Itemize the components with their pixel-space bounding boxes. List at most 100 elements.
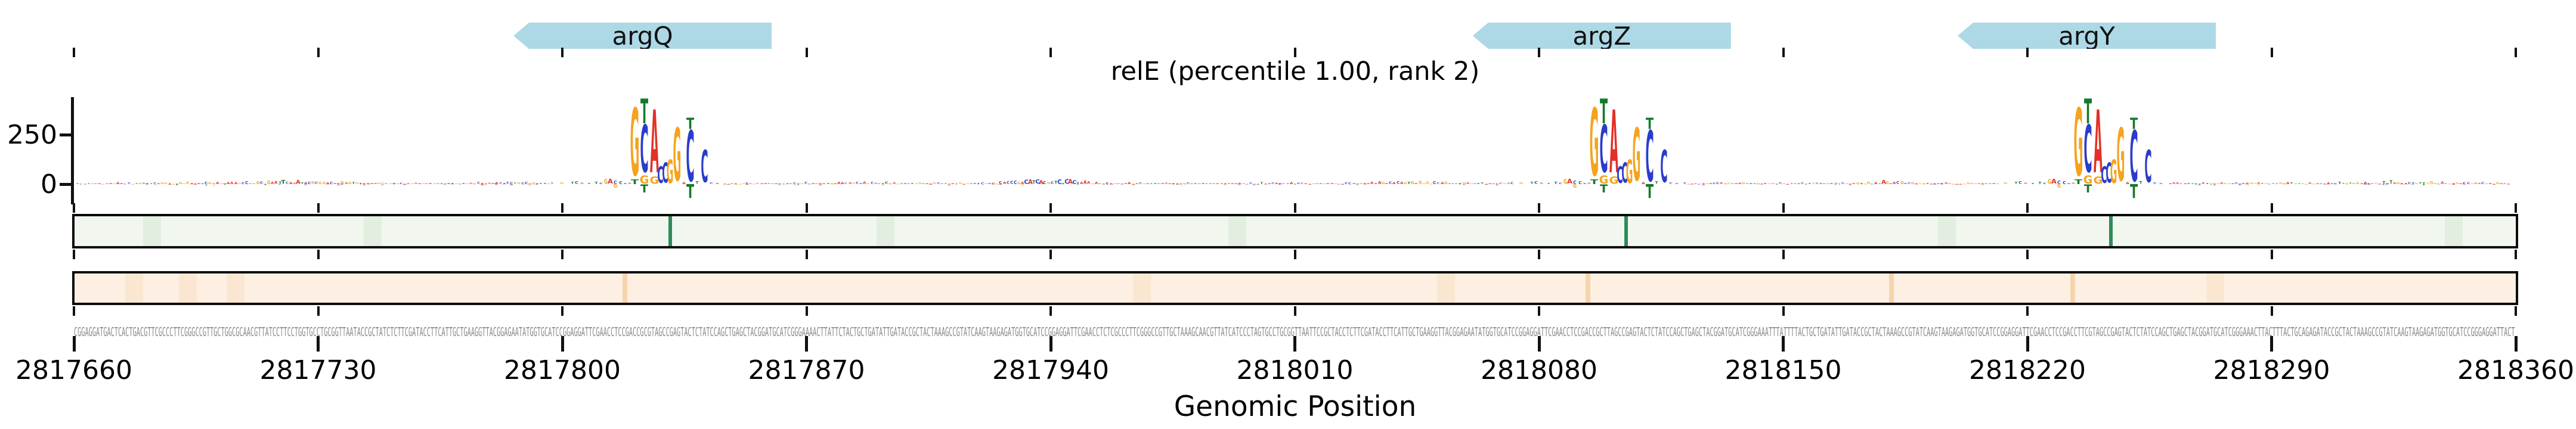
logo-letter-G: G (992, 182, 995, 185)
svg-text:C: C (619, 180, 623, 185)
logo-letter-G: G (1426, 182, 1429, 185)
logo-letter-G: G (2249, 182, 2253, 185)
logo-letter-A: A (1675, 183, 1679, 185)
logo-letter-T: T (2194, 184, 2198, 185)
svg-text:G: G (1179, 185, 1182, 186)
svg-text:C: C (330, 181, 333, 185)
logo-letter-A: A (1308, 184, 1312, 185)
logo-letter-G: G (1933, 183, 1937, 185)
svg-text:A: A (1176, 184, 1179, 185)
svg-text:C: C (153, 182, 156, 185)
svg-text:A: A (1378, 181, 1382, 185)
svg-text:C: C (599, 182, 603, 185)
svg-text:G: G (318, 182, 322, 185)
svg-text:G: G (1360, 183, 1363, 185)
logo-letter-C: C (1617, 161, 1623, 188)
svg-text:A: A (775, 184, 778, 185)
svg-text:C: C (1746, 183, 1749, 184)
logo-letter-C: C (1301, 183, 1304, 184)
x-tick-label: 2817660 (16, 355, 132, 386)
logo-letter-C: C (1437, 182, 1440, 185)
svg-text:C: C (1385, 183, 1388, 185)
logo-letter-C: C (124, 183, 127, 184)
logo-letter-A: A (2400, 183, 2404, 185)
svg-text:A: A (157, 184, 160, 185)
logo-letter-A: A (837, 182, 841, 185)
svg-text:T: T (264, 184, 267, 186)
svg-text:A: A (120, 183, 124, 185)
svg-text:A: A (2400, 183, 2404, 185)
svg-text:T: T (686, 182, 693, 203)
logo-letter-C: C (337, 183, 340, 185)
svg-text:T: T (911, 183, 914, 185)
logo-letter-C: C (205, 182, 208, 185)
logo-letter-A: A (2159, 183, 2163, 185)
logo-letter-T: T (83, 184, 87, 185)
svg-text:G: G (1131, 185, 1135, 186)
svg-text:C: C (1897, 181, 1900, 185)
svg-text:G: G (473, 183, 476, 185)
svg-text:G: G (454, 184, 458, 185)
logo-letter-G: G (164, 182, 168, 185)
svg-text:A: A (535, 184, 539, 185)
logo-letter-C: C (640, 113, 648, 188)
logo-letter-A: A (1124, 183, 1127, 184)
svg-text:G: G (517, 182, 521, 185)
svg-text:T: T (1775, 184, 1779, 185)
svg-text:G: G (547, 184, 550, 185)
logo-letter-G: G (1826, 183, 1830, 185)
svg-text:T: T (2031, 183, 2034, 185)
svg-text:G: G (2083, 173, 2092, 186)
svg-text:A: A (1216, 184, 1219, 185)
svg-text:T: T (1261, 182, 1264, 185)
svg-text:A: A (407, 184, 410, 185)
svg-text:A: A (2367, 184, 2371, 185)
green-track-mark (2109, 216, 2113, 246)
logo-letter-G: G (366, 184, 370, 185)
x-tick (2515, 203, 2517, 213)
svg-text:A: A (1095, 182, 1098, 185)
logo-letter-T: T (1590, 178, 1598, 185)
logo-letter-T: T (2031, 183, 2034, 185)
x-tick (73, 306, 75, 316)
logo-letter-C: C (1024, 179, 1029, 186)
svg-text:C: C (2194, 184, 2198, 185)
logo-letter-C: C (1904, 183, 1907, 185)
svg-text:A: A (925, 184, 929, 185)
logo-letter-A: A (859, 183, 863, 185)
svg-text:A: A (1268, 184, 1271, 185)
svg-text:G: G (896, 184, 900, 185)
svg-text:A: A (2452, 184, 2456, 185)
svg-text:C: C (245, 181, 248, 185)
svg-text:G: G (466, 184, 469, 185)
logo-letter-T: T (1599, 182, 1607, 195)
svg-text:C: C (2238, 184, 2241, 186)
logo-letter-G: G (1183, 183, 1187, 185)
svg-text:T: T (640, 182, 648, 195)
svg-text:G: G (1422, 184, 1426, 185)
logo-letter-A: A (1165, 183, 1169, 185)
svg-text:C: C (1941, 184, 1944, 185)
svg-text:T: T (1554, 181, 1558, 185)
logo-letter-A: A (495, 182, 499, 185)
svg-text:G: G (918, 182, 922, 185)
svg-text:A: A (2463, 184, 2466, 185)
x-tick (805, 306, 808, 316)
svg-text:C: C (1007, 181, 1010, 185)
svg-text:G: G (742, 184, 745, 185)
logo-letter-T: T (2083, 182, 2091, 195)
logo-letter-G: G (2279, 182, 2283, 185)
svg-text:A: A (1849, 184, 1852, 185)
svg-text:T: T (1076, 182, 1079, 185)
logo-letter-A: A (2286, 182, 2290, 185)
svg-text:G: G (444, 184, 447, 185)
logo-letter-C: C (1433, 181, 1436, 185)
logo-letter-C: C (340, 183, 343, 185)
svg-text:G: G (208, 182, 212, 185)
svg-text:G: G (1411, 180, 1414, 185)
svg-text:A: A (1256, 184, 1260, 185)
x-tick (1538, 203, 1540, 213)
svg-text:G: G (793, 184, 797, 185)
svg-text:A: A (481, 185, 484, 186)
logo-letter-T: T (301, 182, 304, 185)
